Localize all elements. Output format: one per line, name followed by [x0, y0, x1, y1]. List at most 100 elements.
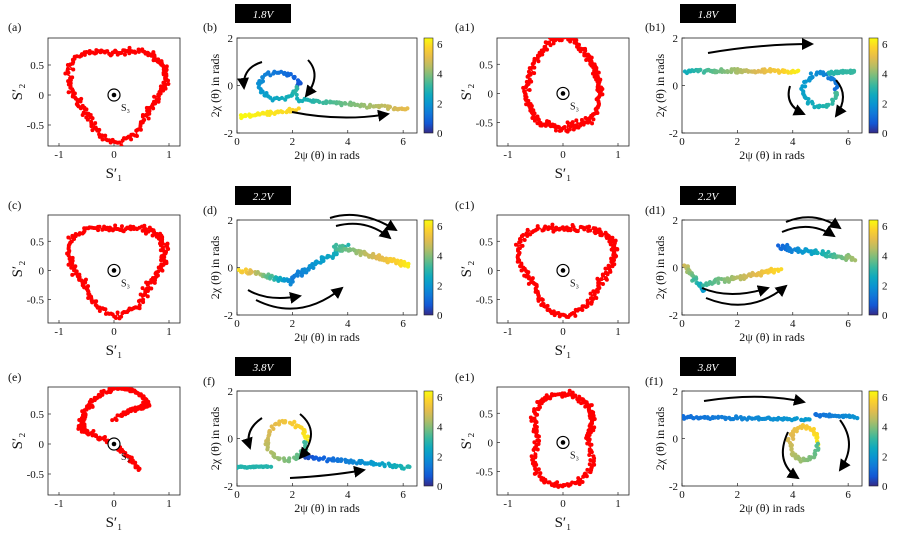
direction-arrow-icon — [255, 286, 344, 310]
trajectory — [528, 388, 597, 490]
data-point — [584, 433, 589, 438]
data-point — [536, 298, 541, 303]
voltage-label: 1.8V — [235, 4, 291, 23]
data-point — [311, 265, 316, 271]
data-point — [66, 262, 71, 267]
x-tick-label: 6 — [845, 489, 851, 501]
x-tick-label: 0 — [111, 149, 117, 161]
colorbar-tick-label: 2 — [882, 451, 888, 463]
data-point — [526, 276, 531, 281]
direction-arrow-icon — [707, 38, 814, 54]
data-point — [585, 441, 590, 446]
direction-arrow-icon — [705, 284, 788, 306]
data-point — [556, 125, 561, 130]
voltage-text: 3.8V — [252, 362, 275, 374]
colorbar-tick-label: 2 — [882, 98, 888, 110]
y-tick-label: 0 — [228, 263, 234, 275]
data-point — [69, 265, 74, 270]
data-point — [110, 418, 115, 423]
data-point — [551, 41, 556, 46]
y-tick-label: 0.5 — [30, 409, 44, 421]
y-axis-label: S′₂ — [459, 84, 475, 101]
data-point — [90, 116, 95, 121]
colorbar-tick-label: 2 — [882, 280, 888, 292]
data-point — [532, 118, 537, 123]
data-point — [161, 81, 166, 86]
s3-label: S₃ — [570, 101, 579, 112]
data-point — [240, 270, 245, 275]
data-point — [589, 409, 594, 414]
data-point — [85, 431, 90, 436]
direction-arrow-icon — [304, 59, 317, 98]
data-point — [258, 90, 264, 95]
data-point — [587, 452, 592, 457]
data-point — [556, 310, 561, 315]
panel-c1: -1 0 1 0.5 0 -0.5 S₃ S′₁ S′₂ (c1) — [455, 198, 630, 359]
data-point — [551, 309, 556, 314]
data-point — [779, 267, 784, 272]
data-point — [525, 74, 530, 79]
data-point — [294, 88, 299, 93]
data-point — [255, 269, 260, 275]
direction-arrow-icon — [781, 431, 800, 480]
data-point — [247, 271, 252, 276]
y-axis-label: 2χ (θ) in rads — [208, 53, 222, 117]
scatter-series — [682, 67, 857, 110]
data-point — [80, 409, 85, 414]
data-point — [700, 283, 706, 288]
y-tick-label: -2 — [669, 310, 678, 322]
data-point — [87, 400, 92, 405]
x-axis-label: S′₁ — [555, 515, 572, 531]
y-tick-label: -0.5 — [476, 295, 494, 307]
y-axis-label: 2χ (θ) in rads — [208, 235, 222, 299]
y-tick-label: -0.5 — [27, 469, 45, 481]
data-point — [821, 72, 826, 78]
data-point — [138, 127, 143, 132]
data-point — [287, 278, 292, 283]
y-tick-label: 0 — [488, 88, 494, 100]
data-point — [535, 55, 540, 60]
data-point — [302, 267, 307, 272]
data-point — [533, 420, 538, 425]
data-point — [343, 101, 348, 106]
data-point — [805, 100, 811, 105]
data-point — [294, 452, 300, 457]
data-point — [140, 47, 145, 52]
data-point — [537, 438, 542, 443]
y-tick-label: -0.5 — [27, 295, 45, 307]
y-tick-label: 0.5 — [479, 59, 493, 71]
data-point — [716, 280, 721, 286]
data-point — [269, 424, 274, 429]
data-point — [535, 406, 540, 411]
y-tick-label: 0 — [673, 434, 679, 446]
data-point — [587, 462, 592, 467]
data-point — [570, 222, 575, 227]
data-point — [772, 267, 777, 272]
data-point — [407, 464, 412, 469]
data-point — [147, 225, 152, 230]
data-point — [764, 69, 769, 74]
data-point — [578, 396, 583, 401]
x-tick-label: 4 — [345, 136, 351, 148]
data-point — [818, 71, 823, 76]
data-point — [804, 424, 809, 429]
data-point — [382, 464, 387, 469]
data-point — [115, 310, 120, 315]
x-axis-label: 2ψ (θ) in rads — [739, 148, 805, 162]
data-point — [535, 412, 540, 417]
data-point — [93, 121, 98, 126]
panel-label: (d) — [203, 203, 217, 217]
data-point — [530, 62, 535, 67]
y-axis-label: S′₂ — [10, 261, 26, 278]
data-point — [290, 279, 295, 284]
x-tick-label: 0 — [679, 489, 685, 501]
x-axis-label: 2ψ (θ) in rads — [294, 501, 360, 515]
data-point — [359, 458, 364, 464]
data-point — [785, 69, 790, 74]
data-point — [100, 133, 105, 138]
data-point — [158, 84, 163, 89]
data-point — [376, 462, 382, 467]
data-point — [294, 84, 299, 90]
